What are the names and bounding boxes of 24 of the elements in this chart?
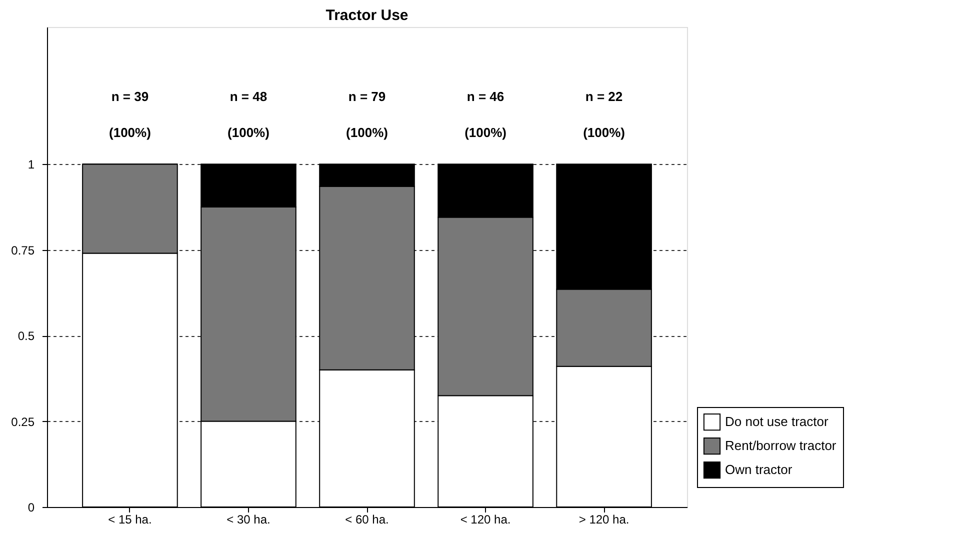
annotation: n = 39 [111, 89, 149, 104]
chart-title: Tractor Use [326, 7, 408, 24]
y-tick-label: 0 [28, 500, 35, 514]
x-tick-label: < 15 ha. [108, 512, 152, 526]
annotation: n = 48 [230, 89, 268, 104]
annotation: n = 46 [466, 89, 504, 104]
x-tick-label: < 30 ha. [226, 512, 270, 526]
x-tick-label: < 60 ha. [345, 512, 389, 526]
legend-label: Do not use tractor [725, 414, 829, 429]
x-tick-label: > 120 ha. [578, 512, 630, 526]
y-tick-label: 0.25 [11, 414, 35, 429]
annotation: (100%) [464, 125, 506, 140]
y-tick-label: 0.75 [11, 243, 35, 258]
legend-label: Rent/borrow tractor [725, 438, 837, 453]
annotation: (100%) [228, 125, 270, 140]
annotation: n = 22 [585, 89, 623, 104]
legend-label: Own tractor [725, 462, 793, 477]
annotation: (100%) [583, 125, 625, 140]
annotation: (100%) [346, 125, 388, 140]
y-tick-label: 0.5 [18, 329, 35, 344]
annotation: (100%) [109, 125, 151, 140]
y-tick-label: 1 [28, 158, 35, 172]
annotation: n = 79 [348, 89, 386, 104]
x-tick-label: < 120 ha. [460, 512, 511, 526]
